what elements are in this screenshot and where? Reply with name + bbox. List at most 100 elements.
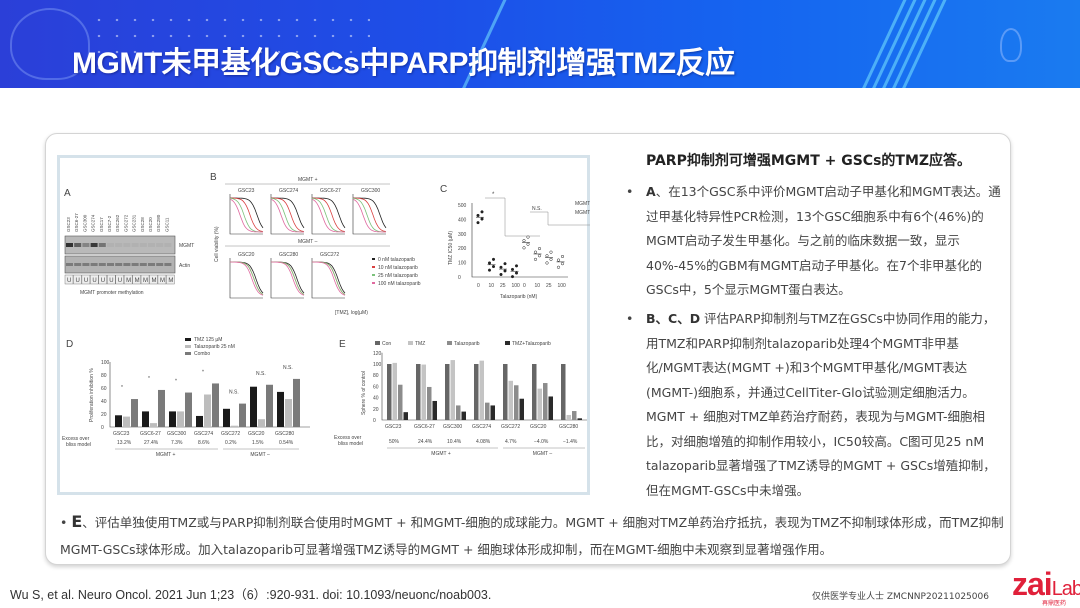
legend-label: 10 nM talazoparib bbox=[378, 265, 418, 271]
mgmt-band bbox=[123, 243, 131, 247]
legend-label: TMZ 125 µM bbox=[194, 337, 222, 343]
bullet-e: • E、评估单独使用TMZ或与PARP抑制剂联合使用时MGMT + 和MGMT-… bbox=[60, 512, 1004, 557]
excess-value: 24.4% bbox=[418, 439, 433, 445]
significance-mark: * bbox=[148, 376, 150, 382]
group-tick-label: GSC272 bbox=[501, 424, 520, 430]
bar bbox=[532, 364, 537, 420]
methylation-cell bbox=[140, 274, 150, 285]
excess-label: Excess over bbox=[62, 436, 90, 442]
bar bbox=[577, 418, 582, 420]
methylation-status: U bbox=[67, 278, 71, 284]
group-tick-label: GSC23 bbox=[113, 431, 130, 437]
excess-label: bliss model bbox=[66, 442, 91, 448]
actin-band bbox=[156, 263, 164, 266]
group-label: MGMT + bbox=[298, 177, 318, 183]
legend-swatch bbox=[372, 274, 375, 276]
methylation-cell bbox=[157, 274, 167, 285]
slide-title: MGMT未甲基化GSCs中PARP抑制剂增强TMZ反应 bbox=[72, 47, 735, 80]
cell-line-label: GSC272 bbox=[123, 214, 128, 232]
bar bbox=[169, 411, 176, 427]
tick-label: 60 bbox=[373, 384, 379, 390]
mgmt-band bbox=[90, 243, 98, 247]
legend-label: Talazoparib bbox=[454, 341, 480, 347]
bar bbox=[461, 411, 466, 420]
bar bbox=[277, 391, 284, 427]
legend-swatch bbox=[372, 282, 375, 284]
subplot-title: GSC272 bbox=[320, 252, 339, 258]
bar bbox=[223, 408, 230, 427]
group-tick-label: GSC300 bbox=[167, 431, 186, 437]
group-tick-label: GSC272 bbox=[221, 431, 240, 437]
slide-header: MGMT未甲基化GSCs中PARP抑制剂增强TMZ反应 bbox=[0, 0, 1080, 88]
significance-mark: N.S. bbox=[256, 371, 266, 377]
legend-label: MGMT – bbox=[575, 210, 590, 216]
cell-line-label: GSC23 bbox=[66, 217, 71, 232]
subplot-axes bbox=[270, 258, 304, 299]
bar bbox=[548, 396, 553, 420]
methylation-status: U bbox=[84, 278, 88, 284]
bar bbox=[196, 415, 203, 427]
excess-value: 50% bbox=[389, 439, 400, 445]
tick-label: 10 bbox=[535, 283, 541, 289]
group-label: MGMT + bbox=[431, 451, 451, 457]
data-point bbox=[476, 213, 480, 217]
group-label: MGMT + bbox=[156, 452, 176, 458]
data-point bbox=[549, 257, 553, 261]
brain-icon bbox=[10, 8, 90, 80]
significance-mark: N.S. bbox=[532, 206, 542, 212]
subplot-title: GSC300 bbox=[361, 188, 380, 194]
excess-value: −4.0% bbox=[534, 439, 549, 445]
axes bbox=[471, 203, 568, 278]
bar bbox=[177, 411, 184, 427]
legend-label: 25 nM talazoparib bbox=[378, 273, 418, 279]
methylation-status: U bbox=[109, 278, 113, 284]
cell-line-label: GSC17 bbox=[99, 217, 104, 232]
blot-label: MGMT bbox=[179, 243, 194, 249]
legend-swatch bbox=[372, 266, 375, 268]
panel-label: E bbox=[339, 339, 346, 350]
subplot-axes bbox=[311, 194, 345, 235]
bar bbox=[115, 415, 122, 427]
methylation-status: M bbox=[160, 278, 165, 284]
data-point bbox=[503, 262, 507, 266]
viability-curve bbox=[352, 198, 386, 233]
data-point bbox=[510, 275, 515, 279]
panel-label: B bbox=[210, 172, 217, 183]
data-point bbox=[522, 239, 526, 243]
methylation-cell bbox=[90, 274, 99, 285]
tick-label: 80 bbox=[373, 373, 379, 379]
tick-label: 100 bbox=[458, 261, 467, 267]
subplot-title: GSC20 bbox=[238, 252, 255, 258]
decorative-dots bbox=[90, 12, 370, 72]
axis-label: TMZ IC50 (µM) bbox=[448, 231, 454, 265]
viability-curve bbox=[312, 261, 346, 296]
figure-frame bbox=[57, 155, 590, 495]
viability-curve bbox=[271, 197, 305, 229]
data-point bbox=[480, 210, 484, 214]
methylation-status: U bbox=[101, 278, 105, 284]
mgmt-band bbox=[131, 243, 139, 247]
legend-swatch bbox=[185, 345, 191, 348]
data-point bbox=[487, 268, 492, 272]
methylation-status: U bbox=[118, 278, 122, 284]
mgmt-blot bbox=[64, 235, 176, 255]
subplot-axes bbox=[311, 258, 345, 299]
viability-curve bbox=[230, 197, 264, 229]
axis-label: [TMZ], log(µM) bbox=[335, 310, 368, 316]
legend-swatch bbox=[185, 338, 191, 341]
cell-line-label: GSC20 bbox=[148, 217, 153, 232]
excess-value: 27.4% bbox=[144, 440, 159, 446]
data-point bbox=[491, 257, 496, 261]
data-point bbox=[514, 271, 519, 275]
methylation-cell bbox=[166, 274, 175, 285]
legend-swatch bbox=[375, 341, 380, 345]
tick-label: 300 bbox=[458, 232, 467, 238]
tick-label: 400 bbox=[458, 217, 467, 223]
methylation-cell bbox=[123, 274, 133, 285]
legend-label: 0 nM talazoparib bbox=[378, 257, 415, 263]
bar bbox=[398, 384, 403, 420]
group-label: MGMT – bbox=[533, 451, 553, 457]
significance-bracket bbox=[530, 211, 590, 226]
data-point bbox=[476, 221, 480, 225]
bar bbox=[293, 378, 300, 427]
